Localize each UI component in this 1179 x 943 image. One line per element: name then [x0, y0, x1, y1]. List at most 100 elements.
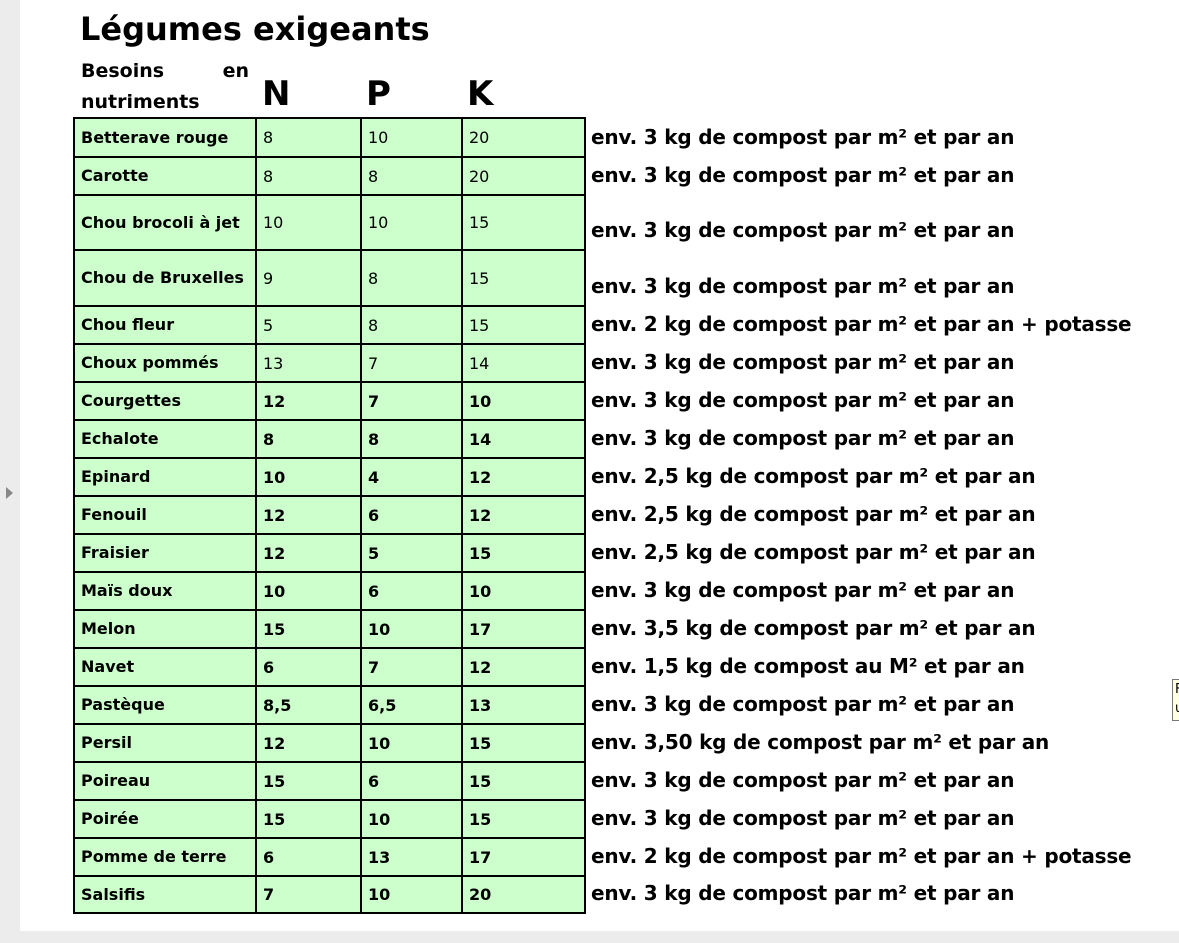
p-value-cell: 8 — [360, 156, 463, 196]
vegetable-name-cell: Echalote — [73, 419, 257, 459]
n-value-cell: 8 — [255, 156, 362, 196]
table-row: Melon 15 10 17 — [73, 609, 586, 649]
n-value-cell: 6 — [255, 837, 362, 877]
vegetable-name-cell: Carotte — [73, 156, 257, 196]
k-value-cell: 20 — [461, 875, 586, 914]
compost-note: env. 3 kg de compost par m² et par an — [591, 806, 1015, 830]
table-row: Fenouil 12 6 12 — [73, 495, 586, 535]
header-k: K — [467, 74, 494, 114]
subtitle-line2: nutriments — [81, 91, 200, 113]
table-row: Fraisier 12 5 15 — [73, 533, 586, 573]
table-row: Salsifis 7 10 20 — [73, 875, 586, 914]
compost-note: env. 3,50 kg de compost par m² et par an — [591, 730, 1050, 754]
n-value-cell: 12 — [255, 533, 362, 573]
vegetable-name-cell: Poirée — [73, 799, 257, 839]
nutrient-table: Betterave rouge 8 10 20 Carotte 8 8 20 Chou broc… — [73, 117, 586, 914]
compost-note: env. 3 kg de compost par m² et par an — [591, 388, 1015, 412]
n-value-cell: 15 — [255, 799, 362, 839]
table-row: Maïs doux 10 6 10 — [73, 571, 586, 611]
k-value-cell: 15 — [461, 249, 586, 307]
p-value-cell: 8 — [360, 249, 463, 307]
n-value-cell: 10 — [255, 194, 362, 251]
table-row: Poirée 15 10 15 — [73, 799, 586, 839]
subtitle-word: en — [222, 60, 249, 82]
p-value-cell: 10 — [360, 117, 463, 158]
expand-arrow-icon[interactable] — [6, 487, 13, 499]
p-value-cell: 7 — [360, 647, 463, 687]
k-value-cell: 15 — [461, 723, 586, 763]
subtitle-word: Besoins — [81, 60, 165, 82]
p-value-cell: 8 — [360, 419, 463, 459]
n-value-cell: 6 — [255, 647, 362, 687]
k-value-cell: 10 — [461, 381, 586, 421]
compost-note: env. 3 kg de compost par m² et par an — [591, 578, 1015, 602]
table-row: Epinard 10 4 12 — [73, 457, 586, 497]
page-bottom-margin — [0, 931, 1179, 943]
compost-note: env. 3 kg de compost par m² et par an — [591, 768, 1015, 792]
p-value-cell: 10 — [360, 194, 463, 251]
p-value-cell: 5 — [360, 533, 463, 573]
k-value-cell: 12 — [461, 457, 586, 497]
vegetable-name-cell: Courgettes — [73, 381, 257, 421]
tooltip: F u — [1172, 679, 1179, 721]
vegetable-name-cell: Fraisier — [73, 533, 257, 573]
table-row: Pomme de terre 6 13 17 — [73, 837, 586, 877]
k-value-cell: 15 — [461, 194, 586, 251]
subtitle-line1: Besoins en — [81, 60, 249, 82]
compost-note: env. 2,5 kg de compost par m² et par an — [591, 464, 1036, 488]
page-title: Légumes exigeants — [80, 10, 430, 48]
table-row: Pastèque 8,5 6,5 13 — [73, 685, 586, 725]
k-value-cell: 14 — [461, 419, 586, 459]
compost-note: env. 3 kg de compost par m² et par an — [591, 218, 1015, 242]
p-value-cell: 10 — [360, 609, 463, 649]
compost-note: env. 3 kg de compost par m² et par an — [591, 426, 1015, 450]
compost-note: env. 1,5 kg de compost au M² et par an — [591, 654, 1025, 678]
n-value-cell: 9 — [255, 249, 362, 307]
tooltip-line: u — [1175, 699, 1179, 718]
compost-note: env. 2,5 kg de compost par m² et par an — [591, 502, 1036, 526]
p-value-cell: 13 — [360, 837, 463, 877]
vegetable-name-cell: Fenouil — [73, 495, 257, 535]
table-row: Carotte 8 8 20 — [73, 156, 586, 196]
table-row: Navet 6 7 12 — [73, 647, 586, 687]
tooltip-line: F — [1175, 682, 1179, 697]
p-value-cell: 7 — [360, 381, 463, 421]
compost-note: env. 2,5 kg de compost par m² et par an — [591, 540, 1036, 564]
k-value-cell: 20 — [461, 156, 586, 196]
k-value-cell: 17 — [461, 837, 586, 877]
n-value-cell: 5 — [255, 305, 362, 345]
k-value-cell: 15 — [461, 799, 586, 839]
vegetable-name-cell: Pomme de terre — [73, 837, 257, 877]
vegetable-name-cell: Betterave rouge — [73, 117, 257, 158]
k-value-cell: 17 — [461, 609, 586, 649]
vegetable-name-cell: Chou fleur — [73, 305, 257, 345]
n-value-cell: 10 — [255, 571, 362, 611]
k-value-cell: 10 — [461, 571, 586, 611]
p-value-cell: 7 — [360, 343, 463, 383]
vegetable-name-cell: Salsifis — [73, 875, 257, 914]
compost-note: env. 3 kg de compost par m² et par an — [591, 692, 1015, 716]
n-value-cell: 12 — [255, 723, 362, 763]
k-value-cell: 20 — [461, 117, 586, 158]
table-row: Betterave rouge 8 10 20 — [73, 117, 586, 158]
table-row: Chou fleur 5 8 15 — [73, 305, 586, 345]
p-value-cell: 6 — [360, 495, 463, 535]
n-value-cell: 8 — [255, 419, 362, 459]
vegetable-name-cell: Persil — [73, 723, 257, 763]
table-row: Chou de Bruxelles 9 8 15 — [73, 249, 586, 307]
compost-note: env. 3,5 kg de compost par m² et par an — [591, 616, 1036, 640]
k-value-cell: 15 — [461, 305, 586, 345]
k-value-cell: 14 — [461, 343, 586, 383]
vegetable-name-cell: Pastèque — [73, 685, 257, 725]
n-value-cell: 15 — [255, 609, 362, 649]
p-value-cell: 6,5 — [360, 685, 463, 725]
p-value-cell: 6 — [360, 571, 463, 611]
vegetable-name-cell: Poireau — [73, 761, 257, 801]
table-row: Courgettes 12 7 10 — [73, 381, 586, 421]
compost-note: env. 2 kg de compost par m² et par an + … — [591, 312, 1132, 336]
vegetable-name-cell: Chou brocoli à jet — [73, 194, 257, 251]
table-row: Choux pommés 13 7 14 — [73, 343, 586, 383]
compost-note: env. 3 kg de compost par m² et par an — [591, 274, 1015, 298]
header-n: N — [262, 74, 291, 114]
table-row: Persil 12 10 15 — [73, 723, 586, 763]
